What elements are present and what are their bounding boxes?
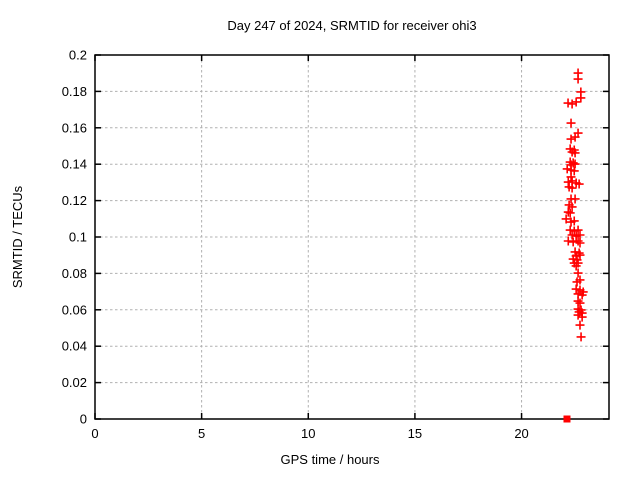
data-point-cross: [565, 225, 575, 235]
data-point-cross: [576, 332, 586, 342]
data-point-cross: [563, 207, 573, 217]
y-tick-label: 0: [80, 412, 87, 427]
data-point-cross: [573, 268, 583, 278]
data-point-cross: [562, 164, 572, 174]
data-point-cross: [575, 250, 585, 260]
y-tick-label: 0.1: [69, 230, 87, 245]
data-point-cross: [571, 261, 581, 271]
data-point-cross: [573, 225, 583, 235]
y-tick-label: 0.08: [62, 266, 87, 281]
data-point-cross: [566, 134, 576, 144]
data-point-cross: [567, 99, 577, 109]
data-point-cross: [575, 320, 585, 330]
x-tick-label: 20: [514, 426, 528, 441]
data-point-cross: [570, 247, 580, 257]
data-points-layer: [561, 68, 588, 423]
data-point-cross: [577, 312, 587, 322]
data-point-cross: [573, 296, 583, 306]
data-point-cross: [572, 277, 582, 287]
y-tick-label: 0.14: [62, 157, 87, 172]
data-point-cross: [576, 93, 586, 103]
y-tick-label: 0.12: [62, 193, 87, 208]
x-tick-label: 15: [408, 426, 422, 441]
data-point-cross: [567, 183, 577, 193]
data-point-cross: [571, 97, 581, 107]
data-point-cross: [563, 98, 573, 108]
data-point-cross: [570, 148, 580, 158]
data-point-cross: [570, 132, 580, 142]
data-point-cross: [569, 166, 579, 176]
y-tick-label: 0.04: [62, 339, 87, 354]
y-tick-label: 0.2: [69, 48, 87, 63]
data-point-cross: [566, 118, 576, 128]
data-point-cross: [573, 74, 583, 84]
data-point-cross: [577, 290, 587, 300]
grid-layer: [95, 55, 609, 419]
data-point-cross: [575, 238, 585, 248]
y-axis-label: SRMTID / TECUs: [10, 185, 25, 288]
data-point-cross: [569, 216, 579, 226]
data-point-cross: [563, 177, 573, 187]
data-point-cross: [568, 158, 578, 168]
y-tick-label: 0.02: [62, 375, 87, 390]
x-axis-label: GPS time / hours: [281, 452, 380, 467]
y-tick-label: 0.18: [62, 84, 87, 99]
data-point-cross: [568, 237, 578, 247]
data-point-cross: [574, 179, 584, 189]
data-point-cross: [575, 298, 585, 308]
data-point-cross: [561, 214, 571, 224]
y-tick-label: 0.06: [62, 302, 87, 317]
data-point-cross: [575, 230, 585, 240]
data-point-cross: [570, 159, 580, 169]
data-point-cross: [563, 236, 573, 246]
x-tick-label: 0: [91, 426, 98, 441]
data-point-cross: [569, 226, 579, 236]
x-tick-label: 10: [301, 426, 315, 441]
plot-border: [94, 54, 610, 420]
data-point-cross: [565, 208, 575, 218]
tick-label-layer: 0 0.02 0.04 0.06 0.08 0.1 0.12 0.14 0.16 0.18 0.2 0…: [62, 48, 529, 442]
data-point-cross: [566, 172, 576, 182]
x-tick-label: 5: [198, 426, 205, 441]
data-point-cross: [573, 310, 583, 320]
data-point-cross: [570, 194, 580, 204]
data-point-cross: [567, 230, 577, 240]
data-point-cross: [571, 284, 581, 294]
data-point-cross: [573, 236, 583, 246]
data-point-cross: [567, 202, 577, 212]
data-point-square: [563, 415, 571, 423]
tick-layer: [94, 54, 609, 420]
data-point-cross: [568, 254, 578, 264]
chart-title: Day 247 of 2024, SRMTID for receiver ohi…: [227, 18, 476, 33]
y-tick-label: 0.16: [62, 120, 87, 135]
data-point-cross: [571, 231, 581, 241]
